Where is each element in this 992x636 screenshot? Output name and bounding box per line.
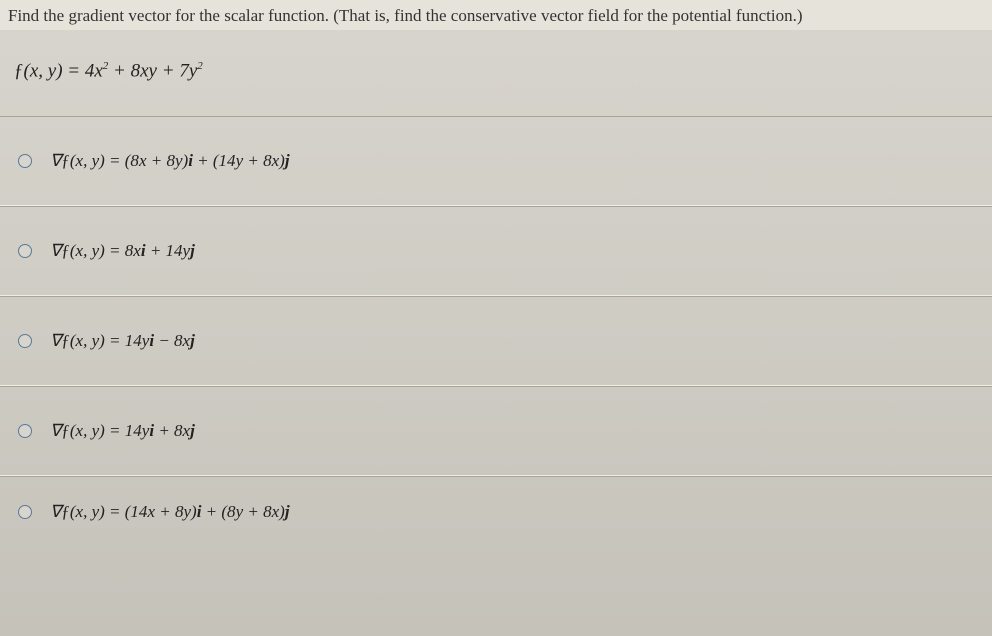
choice-text: ∇ƒ(x, y) = 14yi − 8xj xyxy=(50,331,195,351)
choice-option[interactable]: ∇ƒ(x, y) = 14yi − 8xj xyxy=(0,296,992,386)
choice-text: ∇ƒ(x, y) = 14yi + 8xj xyxy=(50,421,195,441)
choice-list: ∇ƒ(x, y) = (8x + 8y)i + (14y + 8x)j ∇ƒ(x… xyxy=(0,116,992,536)
question-prompt: Find the gradient vector for the scalar … xyxy=(0,0,992,30)
radio-icon[interactable] xyxy=(18,154,32,168)
choice-option[interactable]: ∇ƒ(x, y) = 8xi + 14yj xyxy=(0,206,992,296)
radio-icon[interactable] xyxy=(18,244,32,258)
choice-text: ∇ƒ(x, y) = (14x + 8y)i + (8y + 8x)j xyxy=(50,502,290,522)
question-equation: ƒ(x, y) = 4x2 + 8xy + 7y2 xyxy=(0,30,992,116)
choice-option[interactable]: ∇ƒ(x, y) = (14x + 8y)i + (8y + 8x)j xyxy=(0,476,992,536)
radio-icon[interactable] xyxy=(18,424,32,438)
choice-option[interactable]: ∇ƒ(x, y) = (8x + 8y)i + (14y + 8x)j xyxy=(0,116,992,206)
choice-text: ∇ƒ(x, y) = (8x + 8y)i + (14y + 8x)j xyxy=(50,151,290,171)
choice-text: ∇ƒ(x, y) = 8xi + 14yj xyxy=(50,241,195,261)
choice-option[interactable]: ∇ƒ(x, y) = 14yi + 8xj xyxy=(0,386,992,476)
radio-icon[interactable] xyxy=(18,334,32,348)
radio-icon[interactable] xyxy=(18,505,32,519)
